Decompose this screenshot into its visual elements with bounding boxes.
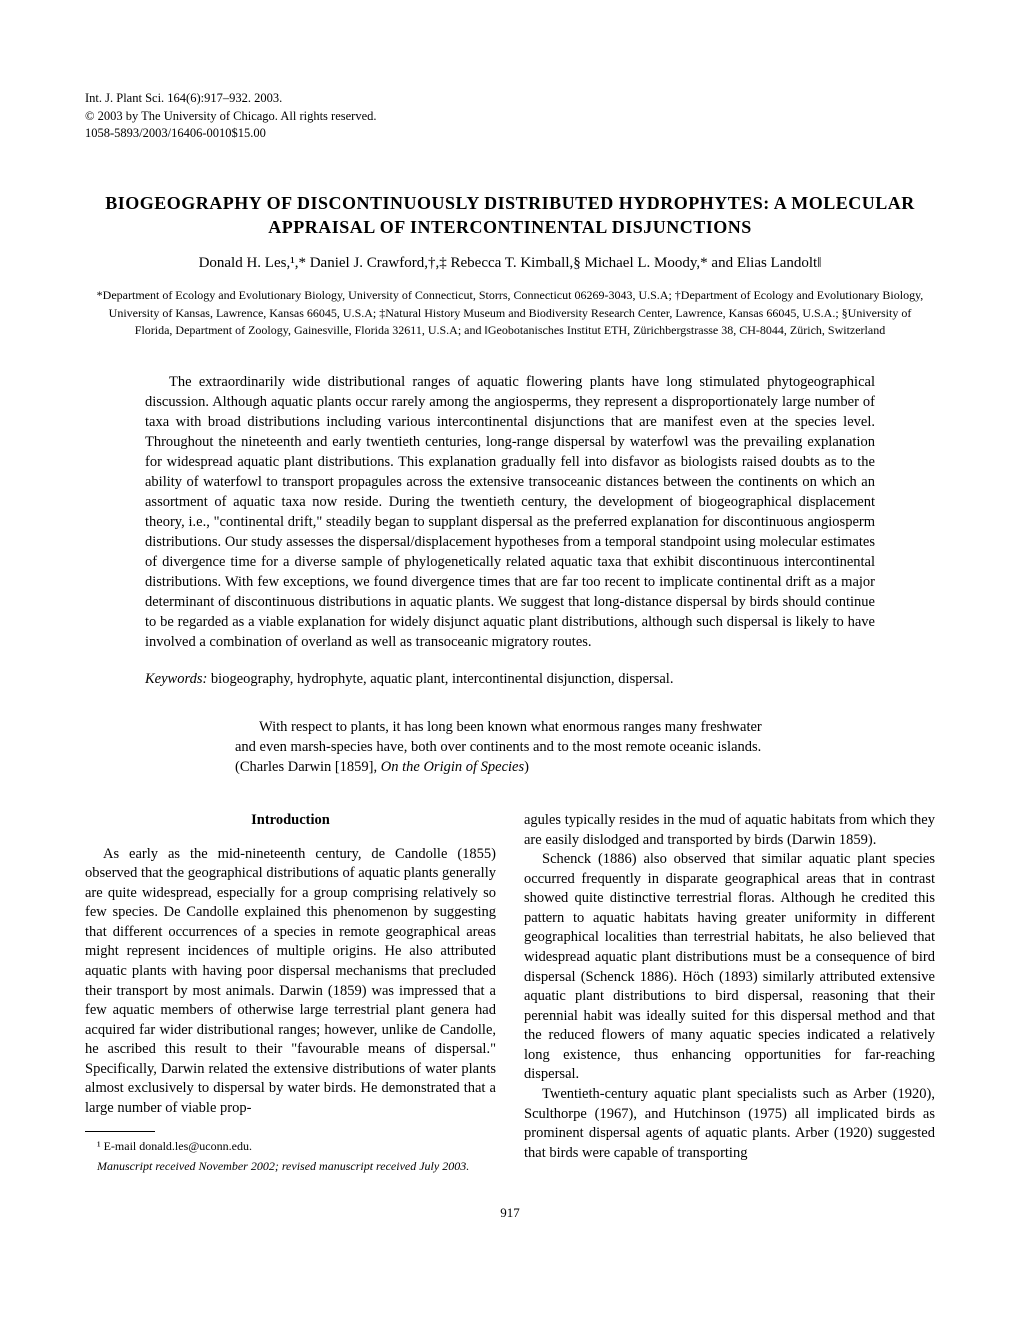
keywords-text: biogeography, hydrophyte, aquatic plant,… [207, 671, 673, 687]
keywords: Keywords: biogeography, hydrophyte, aqua… [145, 670, 875, 690]
affiliations: *Department of Ecology and Evolutionary … [95, 287, 925, 339]
copyright-line: © 2003 by The University of Chicago. All… [85, 108, 935, 126]
page-number: 917 [85, 1204, 935, 1222]
authors-line: Donald H. Les,¹,* Daniel J. Crawford,†,‡… [85, 253, 935, 273]
article-title: BIOGEOGRAPHY OF DISCONTINUOUSLY DISTRIBU… [85, 191, 935, 240]
body-paragraph: Twentieth-century aquatic plant speciali… [524, 1085, 935, 1163]
citation-line: Int. J. Plant Sci. 164(6):917–932. 2003. [85, 90, 935, 108]
keywords-label: Keywords: [145, 671, 207, 687]
epigraph-source: On the Origin of Species [381, 759, 524, 775]
body-paragraph: agules typically resides in the mud of a… [524, 811, 935, 850]
body-paragraph: As early as the mid-nineteenth century, … [85, 845, 496, 1119]
body-columns: Introduction As early as the mid-ninetee… [85, 811, 935, 1174]
footnote-manuscript: Manuscript received November 2002; revis… [97, 1159, 469, 1173]
journal-header: Int. J. Plant Sci. 164(6):917–932. 2003.… [85, 90, 935, 143]
footnote-email: ¹ E-mail donald.les@uconn.edu. [85, 1138, 496, 1154]
footnote-rule [85, 1131, 155, 1132]
code-line: 1058-5893/2003/16406-0010$15.00 [85, 125, 935, 143]
epigraph-close: ) [524, 759, 529, 775]
section-heading-introduction: Introduction [85, 811, 496, 831]
body-paragraph: Schenck (1886) also observed that simila… [524, 850, 935, 1085]
epigraph: With respect to plants, it has long been… [235, 717, 785, 777]
abstract: The extraordinarily wide distributional … [145, 372, 875, 652]
